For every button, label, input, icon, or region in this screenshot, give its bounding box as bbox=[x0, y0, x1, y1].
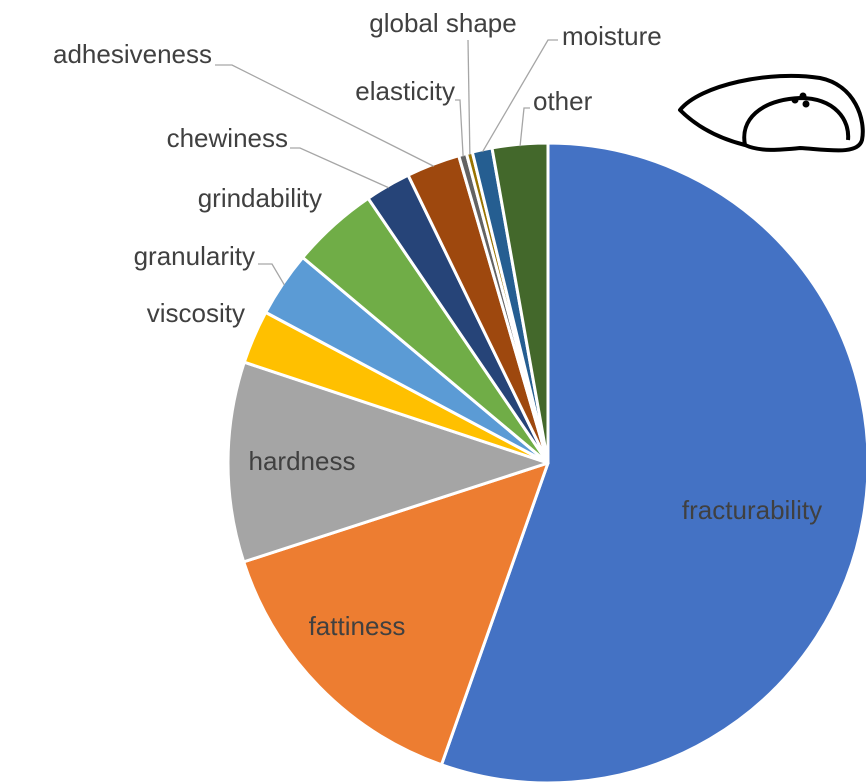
chip-icon bbox=[678, 73, 865, 153]
slice-label: hardness bbox=[249, 446, 356, 476]
leader-line bbox=[519, 107, 530, 147]
slice-label: fracturability bbox=[682, 495, 822, 525]
pie-slice bbox=[226, 360, 550, 564]
leader-line bbox=[290, 147, 389, 189]
slice-label: moisture bbox=[562, 21, 662, 51]
slice-label: chewiness bbox=[167, 123, 288, 153]
pie-slice bbox=[439, 141, 866, 782]
slice-label: adhesiveness bbox=[53, 39, 212, 69]
leader-line bbox=[467, 39, 471, 155]
leader-line bbox=[481, 39, 558, 153]
slice-label: global shape bbox=[369, 8, 516, 38]
leader-line bbox=[258, 263, 285, 286]
slice-label: granularity bbox=[134, 241, 255, 271]
slice-label: viscosity bbox=[147, 298, 245, 328]
slice-label: other bbox=[533, 86, 593, 116]
slice-label: elasticity bbox=[355, 76, 455, 106]
slice-label: fattiness bbox=[309, 611, 406, 641]
slice-label: grindability bbox=[198, 183, 322, 213]
leader-line bbox=[215, 64, 435, 167]
leader-line bbox=[455, 99, 464, 157]
